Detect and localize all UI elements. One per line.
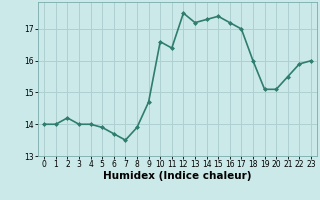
X-axis label: Humidex (Indice chaleur): Humidex (Indice chaleur) [103,171,252,181]
